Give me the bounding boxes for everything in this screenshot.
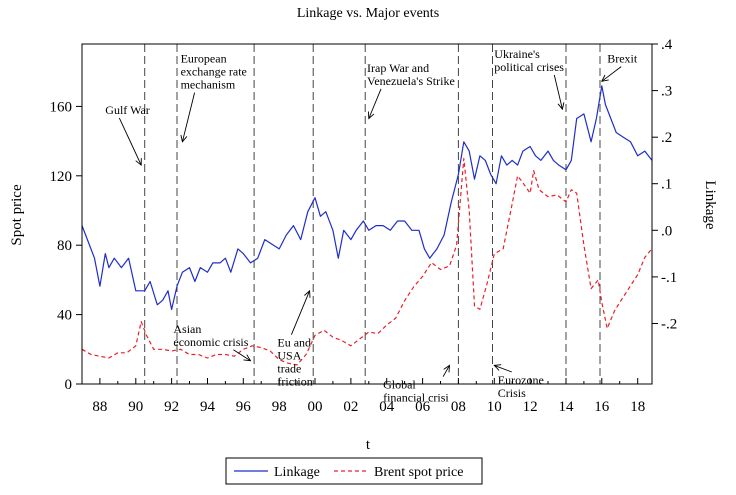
event-lines: [144, 44, 601, 384]
event-arrowhead-1: [180, 134, 188, 143]
event-annotation-8: Brexit: [600, 52, 638, 82]
x-tick-label-14: 16: [594, 399, 610, 415]
y-left-tick-label-2: 80: [57, 238, 72, 254]
y-axis-left-label: Spot price: [9, 184, 25, 246]
event-label-7: Ukraine's political crises: [494, 47, 564, 74]
event-label-line-5-1: financial crisi: [383, 391, 449, 405]
y-axis-right-label: Linkage: [702, 180, 718, 229]
x-tick-label-9: 06: [415, 399, 431, 415]
legend-label-brent: Brent spot price: [374, 465, 463, 480]
event-label-line-3-0: Eu and: [277, 336, 311, 350]
event-arrow-7: [553, 74, 563, 110]
event-label-3: Eu and USA trade friction: [277, 336, 312, 389]
event-arrowhead-3: [304, 289, 311, 298]
event-annotation-1: European exchange rate mechanism: [180, 52, 247, 143]
x-tick-label-4: 96: [236, 399, 252, 415]
event-label-line-3-2: trade: [277, 362, 301, 376]
series-layer: [81, 85, 653, 366]
y-left-tick-label-1: 40: [57, 308, 72, 324]
event-label-4: Irap War and Venezuela's Strike: [367, 61, 455, 88]
y-right-tick-label-3: .1: [661, 177, 672, 193]
y-right-tick-label-0: -.2: [661, 317, 677, 333]
event-label-line-3-1: USA: [277, 349, 301, 363]
event-label-line-3-3: friction: [277, 375, 312, 389]
event-label-line-7-1: political crises: [494, 60, 564, 74]
x-tick-label-15: 18: [630, 399, 645, 415]
y-left-tick-label-0: 0: [65, 377, 73, 393]
event-arrow-3: [290, 290, 311, 335]
event-label-line-4-1: Venezuela's Strike: [367, 74, 455, 88]
event-label-line-4-0: Irap War and: [367, 61, 429, 75]
event-annotation-5: Global financial crisi: [383, 364, 451, 405]
x-tick-label-2: 92: [164, 399, 179, 415]
event-label-line-2-1: economic crisis: [173, 335, 248, 349]
series-line-linkage: [81, 85, 653, 311]
chart-title: Linkage vs. Major events: [297, 6, 439, 21]
y-right-tick-label-6: .4: [661, 37, 673, 53]
event-label-6: Eurozone Crisis: [498, 373, 544, 400]
event-arrowhead-0: [135, 158, 142, 167]
x-tick-label-1: 90: [128, 399, 143, 415]
y-right-tick-label-4: .2: [661, 130, 672, 146]
event-arrowhead-6: [493, 364, 502, 371]
event-arrow-4: [368, 88, 382, 119]
y-right-tick-label-5: .3: [661, 84, 672, 100]
event-label-line-1-1: exchange rate: [181, 65, 247, 79]
event-arrowhead-7: [557, 102, 565, 111]
event-label-line-6-1: Crisis: [498, 386, 526, 400]
x-tick-label-0: 88: [92, 399, 107, 415]
event-arrowhead-2: [243, 354, 252, 362]
x-tick-label-8: 04: [379, 399, 395, 415]
event-label-5: Global financial crisi: [383, 378, 449, 405]
event-arrowhead-4: [367, 111, 375, 120]
x-tick-label-10: 08: [451, 399, 466, 415]
event-arrow-0: [118, 117, 142, 166]
x-axis-label: t: [366, 437, 371, 453]
event-arrow-5: [442, 365, 450, 377]
y-left-tick-label-4: 160: [50, 99, 73, 115]
event-arrow-2: [233, 349, 251, 362]
series-line-brent: [81, 157, 653, 366]
event-arrow-6: [494, 364, 512, 373]
event-label-line-6-0: Eurozone: [498, 373, 544, 387]
event-arrowhead-5: [443, 364, 451, 373]
event-annotation-4: Irap War and Venezuela's Strike: [367, 61, 455, 120]
event-label-line-1-2: mechanism: [181, 78, 236, 92]
event-label-1: European exchange rate mechanism: [181, 52, 247, 92]
event-label-line-0-0: Gulf War: [105, 103, 149, 117]
event-annotation-2: Asian economic crisis: [173, 322, 252, 362]
event-label-0: Gulf War: [105, 103, 149, 117]
event-label-line-8-0: Brexit: [607, 52, 638, 66]
y-right-tick-label-2: .0: [661, 223, 672, 239]
event-annotation-6: Eurozone Crisis: [493, 364, 544, 400]
y-left-tick-label-3: 120: [50, 169, 73, 185]
x-tick-label-3: 94: [200, 399, 216, 415]
event-annotation-0: Gulf War: [105, 103, 150, 167]
y-right-tick-label-1: -.1: [661, 270, 677, 286]
x-tick-label-7: 02: [343, 399, 358, 415]
event-arrow-1: [181, 92, 196, 142]
legend-box: [225, 457, 483, 485]
event-arrow-8: [601, 66, 622, 82]
plot-frame: [81, 43, 653, 385]
event-annotations: Gulf War European exchange rate mechanism As…: [105, 47, 638, 405]
x-tick-label-13: 14: [559, 399, 575, 415]
axis-ticks: 88 90 92 94 96 98 00 02 04 06 08 10 12 14 16 18 0 40 80 120…: [50, 37, 678, 415]
event-label-line-5-0: Global: [383, 378, 416, 392]
event-annotation-7: Ukraine's political crises: [494, 47, 565, 111]
event-label-line-2-0: Asian: [173, 322, 201, 336]
event-label-8: Brexit: [607, 52, 638, 66]
event-arrowhead-8: [600, 74, 609, 82]
event-annotation-3: Eu and USA trade friction: [277, 289, 313, 389]
event-label-2: Asian economic crisis: [173, 322, 248, 349]
x-tick-label-6: 00: [308, 399, 323, 415]
legend: Linkage Brent spot price: [225, 457, 483, 485]
event-label-line-1-0: European: [181, 52, 227, 66]
legend-label-linkage: Linkage: [274, 465, 320, 480]
x-tick-label-11: 10: [487, 399, 502, 415]
x-tick-label-5: 98: [272, 399, 287, 415]
event-label-line-7-0: Ukraine's: [494, 47, 540, 61]
x-tick-label-12: 12: [523, 399, 538, 415]
